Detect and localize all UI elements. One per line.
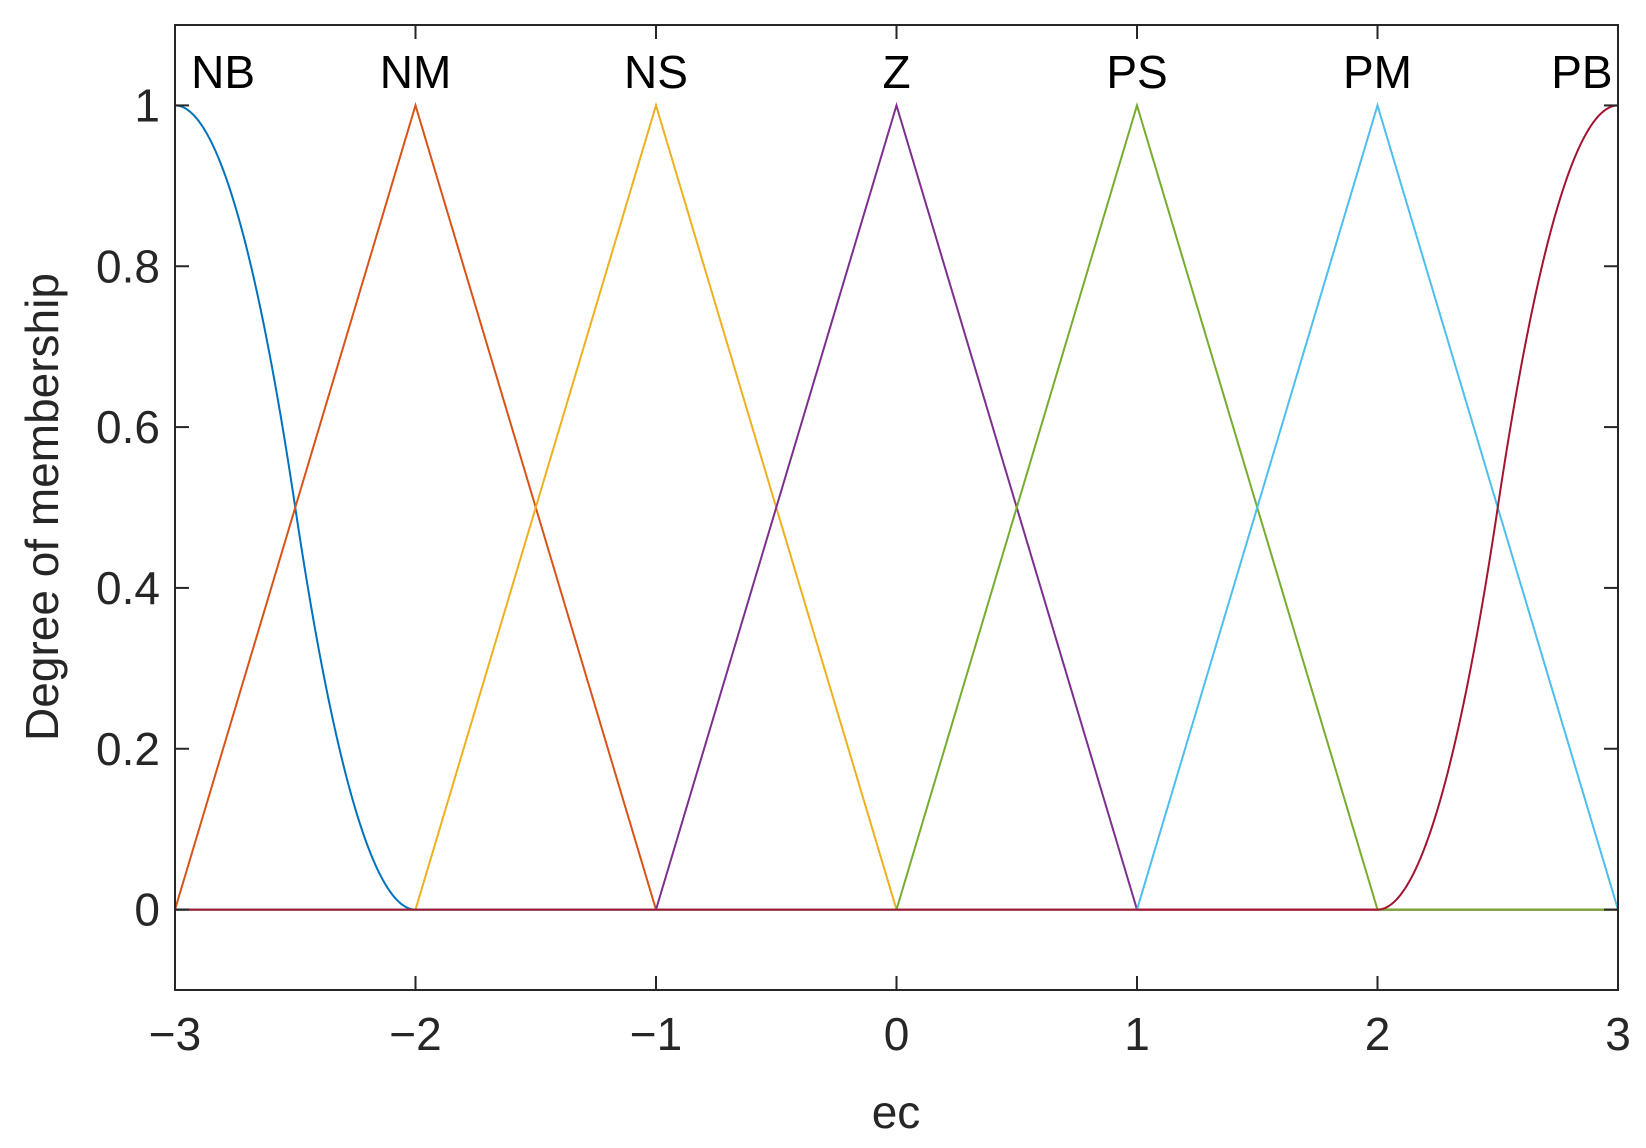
x-tick-label: 2 bbox=[1365, 1008, 1391, 1060]
x-axis-label: ec bbox=[872, 1086, 921, 1138]
series-label-z: Z bbox=[882, 46, 910, 98]
x-tick-label: 3 bbox=[1605, 1008, 1631, 1060]
plot-background bbox=[175, 25, 1618, 990]
y-axis-label: Degree of membership bbox=[16, 273, 68, 741]
y-tick-label: 1 bbox=[134, 79, 160, 131]
series-layer bbox=[174, 101, 1619, 911]
series-label-ns: NS bbox=[624, 46, 688, 98]
series-label-nb: NB bbox=[191, 46, 255, 98]
x-tick-label: 1 bbox=[1124, 1008, 1150, 1060]
series-pb-line bbox=[175, 104, 1619, 911]
tick-layer: −3 −2 −1 0 1 2 3 0 0.2 0.4 0.6 0.8 1 bbox=[96, 25, 1631, 1060]
x-tick-label: 0 bbox=[884, 1008, 910, 1060]
x-tick-label: −3 bbox=[149, 1008, 201, 1060]
x-tick-label: −2 bbox=[389, 1008, 441, 1060]
series-label-nm: NM bbox=[380, 46, 452, 98]
series-label-pb: PB bbox=[1551, 46, 1612, 98]
x-tick-label: −1 bbox=[630, 1008, 682, 1060]
label-layer: NB NM NS Z PS PM PB bbox=[191, 46, 1612, 98]
y-tick-label: 0.6 bbox=[96, 401, 160, 453]
y-tick-label: 0.8 bbox=[96, 240, 160, 292]
series-label-pm: PM bbox=[1343, 46, 1412, 98]
y-tick-label: 0.2 bbox=[96, 723, 160, 775]
series-label-ps: PS bbox=[1106, 46, 1167, 98]
y-tick-label: 0.4 bbox=[96, 562, 160, 614]
y-tick-label: 0 bbox=[134, 884, 160, 936]
